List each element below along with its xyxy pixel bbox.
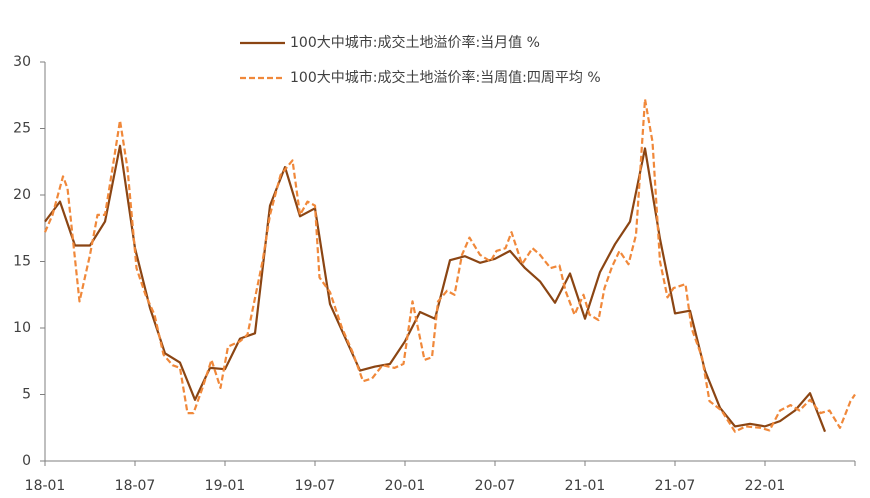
legend-label: 100大中城市:成交土地溢价率:当周值:四周平均 % <box>290 69 601 86</box>
y-tick-label: 30 <box>13 54 31 70</box>
x-tick-label: 18-07 <box>115 478 156 494</box>
x-tick-label: 19-07 <box>295 478 336 494</box>
x-tick-label: 20-07 <box>475 478 516 494</box>
y-tick-label: 20 <box>13 187 31 203</box>
x-tick-label: 22-01 <box>745 478 786 494</box>
y-tick-label: 5 <box>22 387 31 403</box>
y-tick-label: 25 <box>13 121 31 137</box>
y-tick-label: 0 <box>22 453 31 469</box>
y-tick-label: 15 <box>13 254 31 270</box>
x-tick-label: 19-01 <box>205 478 246 494</box>
x-tick-label: 18-01 <box>25 478 66 494</box>
y-tick-label: 10 <box>13 320 31 336</box>
series-line <box>43 98 856 433</box>
legend-label: 100大中城市:成交土地溢价率:当月值 % <box>290 34 540 51</box>
x-tick-label: 20-01 <box>385 478 426 494</box>
x-tick-label: 21-07 <box>655 478 696 494</box>
series-line <box>44 144 827 433</box>
x-tick-label: 21-01 <box>565 478 606 494</box>
